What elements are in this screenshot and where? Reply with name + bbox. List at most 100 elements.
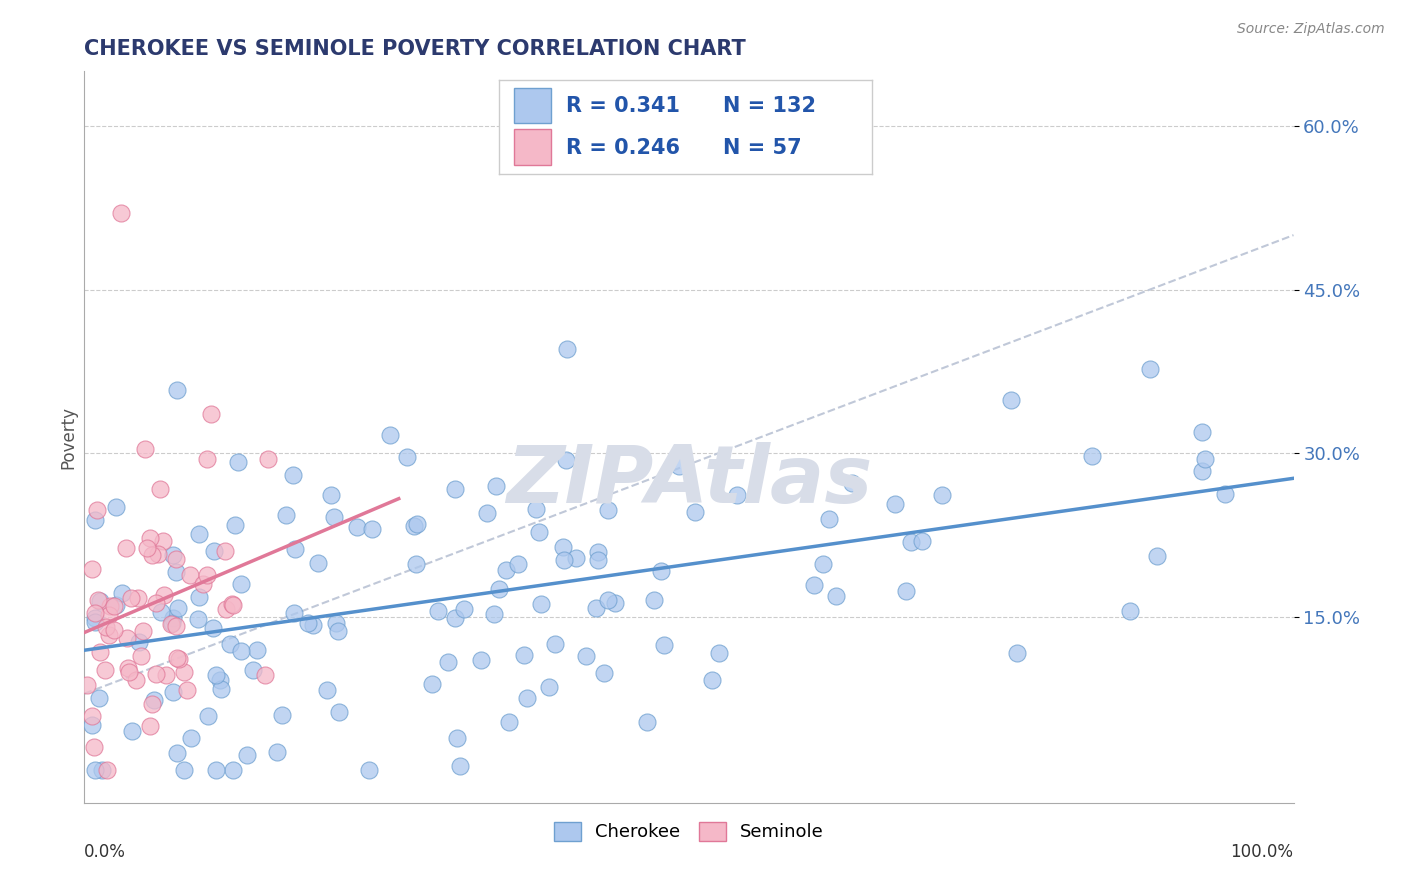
Point xyxy=(328,705,350,719)
Point xyxy=(1191,464,1213,478)
Point xyxy=(910,533,932,548)
Point xyxy=(120,591,142,606)
Point xyxy=(1000,393,1022,408)
Point xyxy=(89,594,111,608)
Point xyxy=(553,553,575,567)
Point xyxy=(103,599,125,614)
Point xyxy=(80,708,103,723)
Point xyxy=(215,602,238,616)
Point xyxy=(166,746,188,760)
Point xyxy=(226,454,249,468)
Point xyxy=(841,475,863,490)
Point xyxy=(307,557,329,571)
Point xyxy=(565,551,588,566)
Text: N = 57: N = 57 xyxy=(723,137,801,158)
Point xyxy=(205,668,228,682)
Point xyxy=(508,558,530,572)
Point xyxy=(160,617,183,632)
Point xyxy=(145,596,167,610)
Point xyxy=(165,552,187,566)
Point xyxy=(176,682,198,697)
Point xyxy=(378,428,401,442)
Point xyxy=(187,611,209,625)
Point xyxy=(89,690,111,705)
Point xyxy=(83,739,105,754)
Point xyxy=(498,714,520,729)
Text: R = 0.341: R = 0.341 xyxy=(567,95,681,116)
Point xyxy=(188,527,211,541)
Point xyxy=(222,598,245,612)
Point xyxy=(598,503,620,517)
Text: R = 0.246: R = 0.246 xyxy=(567,137,681,158)
Point xyxy=(685,505,707,519)
Point xyxy=(297,615,319,630)
Point xyxy=(131,624,153,638)
Point xyxy=(84,615,107,629)
Point xyxy=(153,589,176,603)
Text: 100.0%: 100.0% xyxy=(1230,843,1294,861)
Point xyxy=(155,668,177,682)
Point xyxy=(319,488,342,502)
Point xyxy=(141,548,163,562)
Point xyxy=(105,500,128,514)
Point xyxy=(702,673,724,687)
Point xyxy=(129,649,152,664)
Point xyxy=(235,747,257,762)
Point xyxy=(900,535,922,549)
Point xyxy=(274,508,297,522)
Point xyxy=(1119,604,1142,618)
Point xyxy=(222,763,245,777)
Point xyxy=(180,731,202,745)
Point xyxy=(360,522,382,536)
Point xyxy=(115,541,138,555)
Point xyxy=(197,709,219,723)
Point xyxy=(529,597,551,611)
Point xyxy=(200,407,222,421)
Point xyxy=(121,724,143,739)
Point xyxy=(803,578,825,592)
Point xyxy=(1139,362,1161,376)
Point xyxy=(449,759,471,773)
Point xyxy=(544,637,567,651)
Point xyxy=(725,488,748,502)
Point xyxy=(636,715,658,730)
Point xyxy=(242,663,264,677)
Point xyxy=(128,635,150,649)
Point xyxy=(315,683,337,698)
Point xyxy=(98,599,121,613)
Point xyxy=(173,763,195,777)
Point xyxy=(111,585,134,599)
Point xyxy=(166,383,188,397)
Point xyxy=(162,685,184,699)
Point xyxy=(443,482,465,496)
Point xyxy=(124,673,146,688)
Point xyxy=(202,621,225,635)
Point xyxy=(406,517,429,532)
Point xyxy=(529,524,551,539)
Point xyxy=(166,619,188,633)
Point xyxy=(105,598,128,612)
Point xyxy=(470,653,492,667)
Point xyxy=(98,607,121,622)
Point xyxy=(231,577,253,591)
Point xyxy=(668,458,690,473)
Point xyxy=(402,519,425,533)
Point xyxy=(141,697,163,711)
Point xyxy=(323,509,346,524)
Point xyxy=(266,745,288,759)
Point xyxy=(650,565,672,579)
Point xyxy=(195,568,218,582)
Point xyxy=(557,342,579,356)
Point xyxy=(149,482,172,496)
Point xyxy=(825,589,848,603)
Point xyxy=(420,676,443,690)
Point xyxy=(117,661,139,675)
Point xyxy=(214,543,236,558)
Point xyxy=(86,503,108,517)
Point xyxy=(426,604,449,618)
Point xyxy=(173,665,195,679)
Point xyxy=(396,450,419,464)
Point xyxy=(209,682,232,697)
Point xyxy=(179,568,201,582)
Point xyxy=(884,498,907,512)
